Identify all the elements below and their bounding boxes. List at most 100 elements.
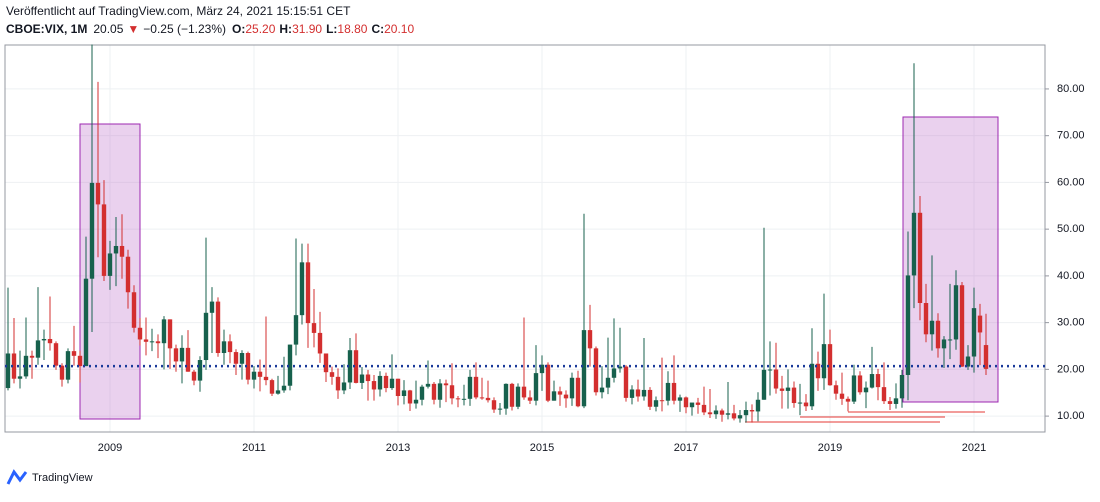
candle-body	[707, 412, 713, 415]
candle-body	[899, 374, 905, 399]
candle-body	[533, 373, 539, 401]
candle-body	[545, 364, 551, 401]
candle-body	[227, 341, 233, 353]
candle-body	[125, 256, 131, 293]
candle-body	[947, 339, 953, 341]
candle-body	[53, 343, 59, 366]
candle-body	[407, 390, 413, 404]
candle-body	[719, 410, 725, 415]
candle-body	[401, 390, 407, 397]
candle-body	[509, 383, 515, 407]
candle-body	[815, 363, 821, 379]
candle-body	[941, 339, 947, 349]
candle-body	[329, 372, 335, 377]
y-tick-label: 10.00	[1057, 410, 1085, 422]
candle-body	[5, 353, 11, 389]
candle-body	[281, 385, 287, 391]
candle-body	[923, 303, 929, 335]
candle-body	[491, 400, 497, 410]
candle-body	[425, 383, 431, 387]
x-tick-label: 2013	[386, 442, 410, 454]
candle-body	[515, 386, 521, 407]
candle-body	[911, 212, 917, 276]
candle-body	[557, 391, 563, 395]
candle-body	[635, 389, 641, 397]
candle-body	[59, 365, 65, 380]
candle-body	[887, 401, 893, 404]
candle-body	[953, 285, 959, 340]
candle-body	[497, 408, 503, 410]
ohlc-value: 20.10	[384, 22, 414, 36]
candle-body	[335, 376, 341, 391]
candle-body	[983, 345, 989, 369]
y-tick-label: 40.00	[1057, 270, 1085, 282]
candle-body	[893, 398, 899, 404]
candle-body	[35, 340, 41, 358]
candle-body	[419, 386, 425, 400]
candle-body	[389, 378, 395, 389]
candle-body	[539, 364, 545, 374]
x-tick-label: 2019	[818, 442, 842, 454]
candle-body	[287, 344, 293, 386]
candle-body	[11, 353, 17, 379]
ohlc-key: C:	[371, 22, 384, 36]
candle-body	[869, 374, 875, 388]
candle-body	[215, 301, 221, 354]
candle-body	[17, 376, 23, 379]
candle-body	[395, 378, 401, 397]
candle-body	[713, 410, 719, 415]
candle-body	[755, 399, 761, 412]
candle-body	[257, 371, 263, 377]
candle-body	[617, 366, 623, 369]
candle-body	[623, 366, 629, 398]
candle-body	[689, 402, 695, 408]
candle-body	[251, 371, 257, 380]
candle-body	[659, 400, 665, 402]
x-tick-label: 2009	[98, 442, 122, 454]
candle-body	[821, 344, 827, 379]
candle-body	[743, 410, 749, 416]
x-tick-label: 2017	[674, 442, 698, 454]
candle-body	[71, 351, 77, 356]
candle-body	[581, 330, 587, 407]
x-tick-label: 2021	[962, 442, 986, 454]
candle-body	[29, 355, 35, 358]
candle-body	[857, 375, 863, 393]
highlight-box	[902, 116, 999, 403]
y-tick-label: 80.00	[1057, 83, 1085, 95]
candle-body	[605, 377, 611, 388]
candle-body	[239, 353, 245, 364]
candle-body	[551, 391, 557, 401]
ohlc-value: 25.20	[245, 22, 275, 36]
candle-body	[569, 377, 575, 399]
candle-body	[197, 360, 203, 381]
candle-body	[293, 315, 299, 345]
candle-body	[575, 377, 581, 407]
candle-body	[587, 330, 593, 349]
candle-body	[833, 385, 839, 394]
candle-body	[173, 348, 179, 362]
candle-body	[467, 376, 473, 399]
candle-body	[95, 182, 101, 205]
candle-body	[449, 385, 455, 399]
candle-body	[761, 369, 767, 400]
candle-body	[485, 397, 491, 401]
candle-body	[641, 389, 647, 397]
candle-body	[377, 375, 383, 390]
candle-body	[611, 368, 617, 378]
candle-body	[149, 341, 155, 343]
down-arrow: ▼	[127, 22, 139, 36]
ohlc-key: H:	[279, 22, 292, 36]
candle-body	[599, 387, 605, 393]
last-price: 20.05	[93, 22, 123, 36]
candle-body	[725, 413, 731, 415]
logo: TradingView	[6, 469, 93, 485]
candle-body	[749, 410, 755, 412]
candle-body	[413, 399, 419, 404]
candle-body	[245, 353, 251, 380]
candle-body	[185, 347, 191, 372]
x-tick-label: 2011	[242, 442, 266, 454]
candle-body	[779, 388, 785, 391]
candle-body	[41, 338, 47, 341]
candle-body	[383, 375, 389, 389]
